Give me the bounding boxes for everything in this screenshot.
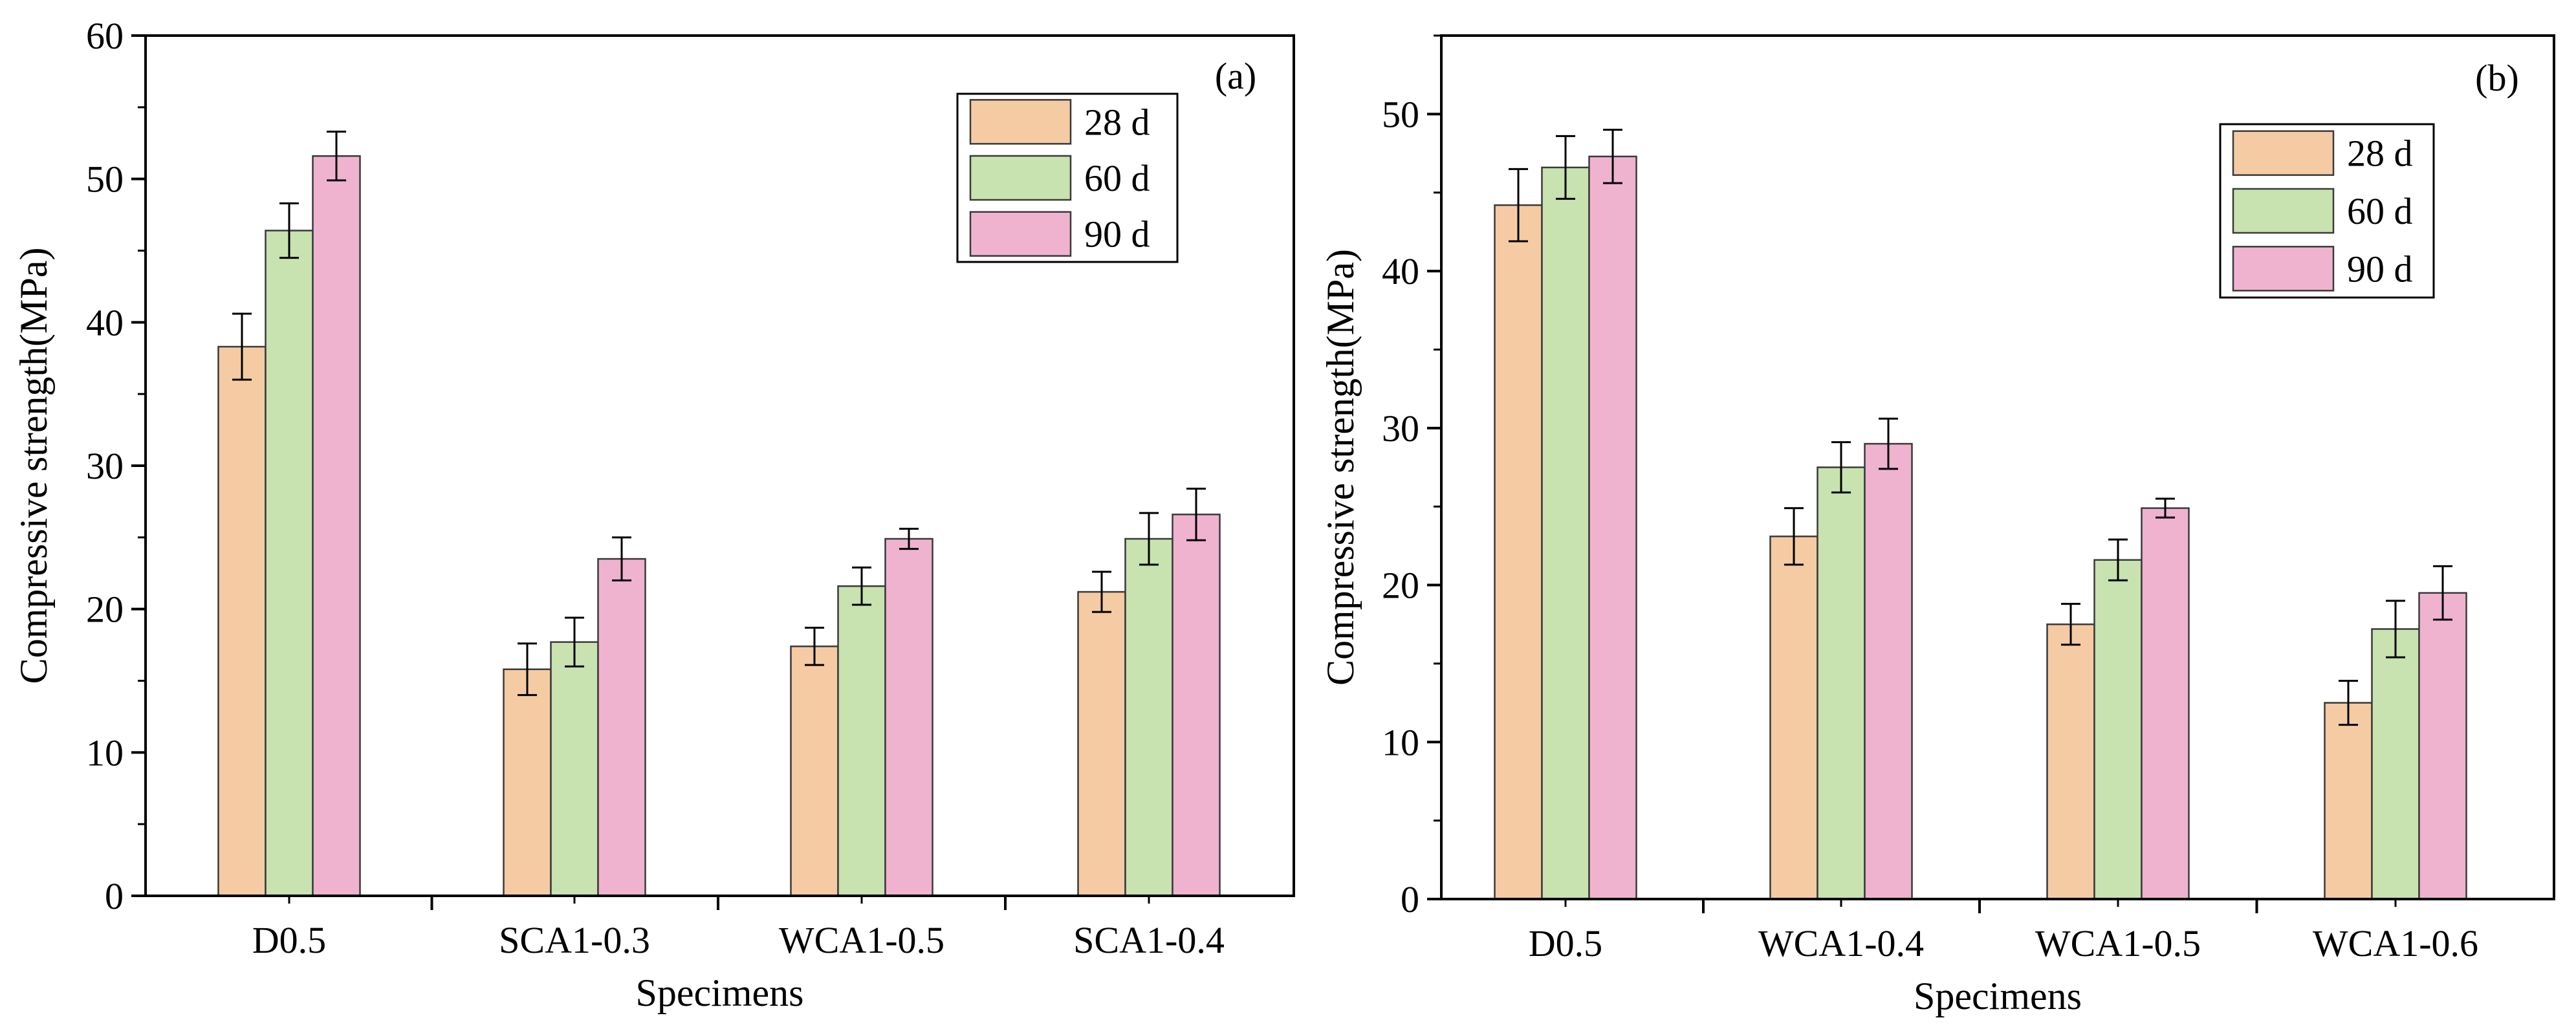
y-tick-label: 50 [86,158,124,201]
legend-label-60-d: 60 d [1084,157,1150,199]
bar-wca1-0-4-90-d [1864,442,1913,900]
legend-swatch-28-d [969,99,1072,145]
legend-swatch-28-d [2232,130,2335,176]
x-tick-label-d0-5: D0.5 [252,919,326,961]
x-tick-label-sca1-0-3: SCA1-0.3 [499,919,650,961]
legend-label-60-d: 60 d [2347,190,2413,232]
error-bar-wca1-0-5-90-d [2156,497,2175,519]
error-bar-wca1-0-5-28-d [805,626,824,666]
legend-swatch-60-d [969,155,1072,201]
y-tick-label: 0 [1401,878,1419,920]
bar-wca1-0-4-28-d [1769,536,1818,900]
legend-swatch-90-d [969,211,1072,257]
y-tick-label: 0 [105,875,124,917]
bar-sca1-0-4-90-d [1172,514,1221,897]
error-bar-sca1-0-4-90-d [1186,487,1206,541]
error-bar-d0-5-90-d [327,131,346,182]
x-axis-title: Specimens [1914,975,2082,1017]
error-bar-sca1-0-3-28-d [518,642,537,697]
error-bar-wca1-0-5-60-d [2108,538,2128,581]
panel-a: 0 10 20 30 40 50 60 D0.5 SCA1-0.3 WCA1-0.5 SCA1-0.… [12,15,1295,1014]
panel-label: (a) [1215,55,1256,97]
error-bar-d0-5-28-d [1509,168,1528,243]
error-bar-d0-5-90-d [1603,129,1622,184]
x-tick-label-wca1-0-5: WCA1-0.5 [2035,922,2201,964]
x-tick-label-wca1-0-4: WCA1-0.4 [1758,922,1924,964]
bar-wca1-0-6-28-d [2324,702,2373,900]
bar-sca1-0-4-60-d [1124,537,1173,897]
legend: 28 d 60 d 90 d [2219,123,2435,299]
y-tick-label: 10 [1382,721,1419,763]
y-tick-label: 60 [86,15,124,57]
x-tick-label-d0-5: D0.5 [1529,922,1602,964]
bar-d0-5-28-d [217,345,267,897]
error-bar-wca1-0-6-90-d [2433,565,2452,621]
bar-sca1-0-4-28-d [1077,591,1126,897]
x-tick-label-sca1-0-4: SCA1-0.4 [1073,919,1225,961]
y-tick-label: 10 [86,732,124,774]
error-bar-sca1-0-4-28-d [1092,570,1111,613]
error-bar-wca1-0-5-60-d [852,566,871,606]
bar-wca1-0-5-90-d [884,537,933,897]
bar-sca1-0-3-28-d [503,668,552,897]
bar-d0-5-90-d [1588,155,1637,900]
bar-wca1-0-5-90-d [2141,507,2190,900]
legend-label-28-d: 28 d [1084,101,1150,143]
legend-label-28-d: 28 d [2347,133,2413,175]
error-bar-wca1-0-6-60-d [2386,600,2405,658]
plot-frame [1440,34,2555,900]
bar-sca1-0-3-60-d [550,641,599,897]
error-bar-wca1-0-4-60-d [1831,441,1851,494]
legend-label-90-d: 90 d [2347,248,2413,290]
error-bar-sca1-0-3-60-d [565,616,584,667]
legend-swatch-60-d [2232,188,2335,234]
bar-wca1-0-6-60-d [2371,628,2420,900]
error-bar-wca1-0-6-28-d [2339,680,2358,726]
y-tick-label: 20 [86,589,124,631]
error-bar-d0-5-60-d [1556,135,1575,200]
error-bar-sca1-0-4-60-d [1139,512,1159,566]
bar-d0-5-60-d [1541,166,1590,900]
legend-label-90-d: 90 d [1084,213,1150,255]
bar-wca1-0-5-28-d [2046,623,2095,900]
bar-sca1-0-3-90-d [597,558,646,897]
panel-label: (b) [2475,57,2519,99]
bar-wca1-0-6-90-d [2418,592,2467,900]
x-tick-label-wca1-0-6: WCA1-0.6 [2313,922,2478,964]
bar-d0-5-60-d [265,230,314,897]
legend-swatch-90-d [2232,246,2335,292]
panel-b: 0 10 20 30 40 50 D0.5 WCA1-0.4 WCA1-0.5 WCA1-0.6 S… [1319,34,2555,1017]
bar-wca1-0-5-28-d [790,646,839,897]
legend: 28 d 60 d 90 d [956,92,1179,263]
x-axis-title: Specimens [636,971,804,1014]
error-bar-wca1-0-5-28-d [2061,603,2080,646]
y-tick-label: 40 [86,301,124,343]
error-bar-wca1-0-4-90-d [1879,417,1898,470]
bar-wca1-0-5-60-d [2093,559,2143,900]
error-bar-wca1-0-4-28-d [1784,507,1804,566]
y-axis-title: Compressive strength(MPa) [12,248,55,684]
bar-wca1-0-5-60-d [837,585,886,897]
y-tick-label: 20 [1382,565,1419,607]
bar-d0-5-28-d [1494,204,1543,900]
y-axis-title: Compressive strength(MPa) [1319,249,1362,686]
bar-d0-5-90-d [312,155,361,897]
y-tick-label: 30 [86,445,124,487]
bar-wca1-0-4-60-d [1817,466,1866,900]
x-tick-label-wca1-0-5: WCA1-0.5 [779,919,944,961]
y-tick-label: 30 [1382,407,1419,450]
y-tick-label: 40 [1382,250,1419,292]
error-bar-wca1-0-5-90-d [899,528,919,550]
error-bar-sca1-0-3-90-d [612,536,631,581]
error-bar-d0-5-60-d [279,202,299,259]
y-tick-label: 50 [1382,93,1419,135]
error-bar-d0-5-28-d [232,312,252,381]
